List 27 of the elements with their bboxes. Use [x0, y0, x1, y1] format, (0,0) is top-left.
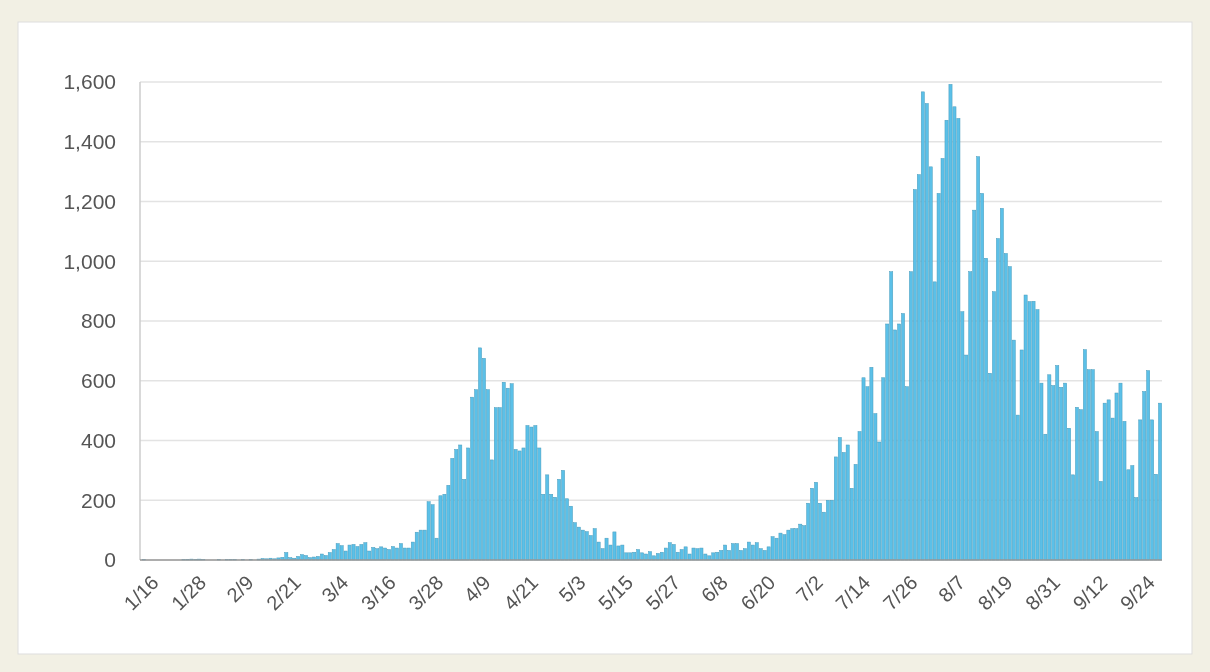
x-tick-label: 6/8: [696, 571, 733, 607]
x-tick-label: 8/7: [933, 571, 970, 607]
x-tick-label: 3/16: [356, 571, 400, 615]
x-tick-label: 3/4: [317, 571, 353, 607]
x-tick-label: 2/9: [222, 571, 258, 607]
x-tick-label: 5/3: [554, 571, 590, 607]
x-tick-label: 8/31: [1021, 571, 1065, 615]
x-tick-label: 7/26: [878, 571, 922, 615]
y-tick-label: 400: [80, 428, 116, 452]
y-tick-label: 200: [80, 488, 116, 512]
x-tick-label: 8/19: [973, 571, 1017, 615]
x-tick-label: 3/28: [404, 571, 448, 615]
x-tick-label: 7/2: [791, 571, 827, 607]
y-tick-label: 0: [104, 548, 116, 572]
x-tick-label: 9/12: [1068, 571, 1112, 615]
x-tick-label: 9/24: [1115, 571, 1159, 615]
y-tick-label: 1,000: [63, 249, 116, 273]
x-tick-label: 7/14: [831, 571, 875, 615]
x-tick-label: 6/20: [736, 571, 780, 615]
x-tick-label: 4/9: [459, 571, 495, 607]
y-tick-label: 1,400: [63, 130, 116, 154]
x-tick-label: 2/21: [261, 571, 306, 615]
y-tick-label: 600: [80, 369, 116, 393]
y-tick-label: 800: [80, 309, 116, 333]
x-tick-label: 4/21: [499, 571, 543, 615]
y-tick-label: 1,600: [63, 70, 116, 94]
y-tick-label: 1,200: [63, 189, 116, 213]
